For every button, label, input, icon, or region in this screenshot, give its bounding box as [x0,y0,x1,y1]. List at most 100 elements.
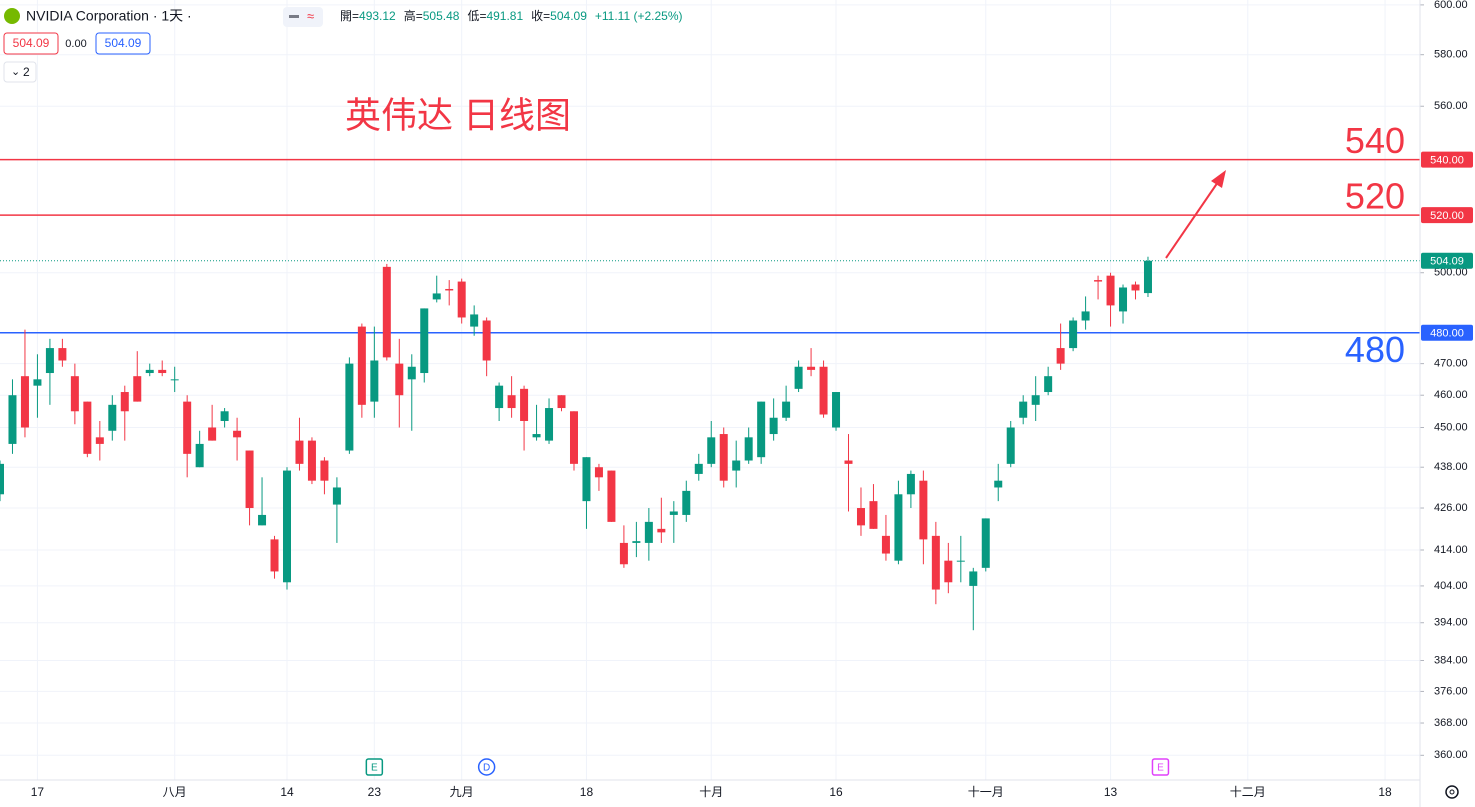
compare-icon[interactable]: ≈ [307,8,314,23]
grid [0,0,1424,780]
axis-price-box [1421,324,1473,341]
candle-body [33,379,42,386]
event-label[interactable]: E [371,763,378,774]
candle-body [170,379,179,381]
chevron[interactable]: ⌄ [11,66,20,78]
candle-body [370,360,379,402]
event-marker[interactable] [365,758,384,776]
x-tick-label: 18 [580,785,594,799]
ohlc-value: 504.09 [550,9,587,23]
candle-body [1081,311,1090,321]
event-label[interactable]: D [483,763,490,774]
candle-body [1006,427,1015,464]
candle-body [45,348,54,374]
candle-body [320,460,329,481]
candle-body [158,369,167,374]
axis-price-label: 480.00 [1430,328,1464,340]
candle-body [1056,348,1065,364]
minimize-icon[interactable] [289,15,299,18]
candle-body [382,266,391,358]
candle-body [1094,280,1103,282]
candle-body [644,521,653,543]
x-tick-label: 17 [31,785,45,799]
y-tick-label: 560.00 [1434,100,1468,112]
indicator-toggle[interactable] [3,61,37,83]
x-tick-label: 18 [1378,785,1392,799]
indicator-count[interactable]: 2 [23,65,30,79]
ohlc-value: 491.81 [486,9,523,23]
candle-body [1069,320,1078,349]
candle-body [70,376,79,412]
buy-box[interactable] [95,32,151,55]
sell-price[interactable]: 504.09 [13,36,50,50]
candle-body [258,514,267,526]
candle-body [133,376,142,402]
x-tick-label: 八月 [163,785,187,799]
candle-body [83,401,92,454]
symbol-title[interactable]: NVIDIA Corporation · 1天 · [26,8,192,24]
candle-body [682,490,691,515]
candle-body [270,539,279,572]
candle-body [0,463,4,495]
candle-body [994,480,1003,488]
candle-body [619,542,628,565]
candle-body [607,470,616,522]
event-label[interactable]: E [1157,763,1164,774]
candle-body [582,457,591,502]
candle-body [719,434,728,481]
y-tick-label: 376.00 [1434,685,1468,697]
x-tick-label: 九月 [450,785,474,799]
candle-body [632,541,641,543]
candle-body [919,480,928,540]
candle-body [332,487,341,505]
candle-body [906,473,915,495]
candle-body [707,437,716,464]
candle-body [495,385,504,409]
candle-body [856,508,865,526]
candle-body [95,437,104,444]
candle-body [669,511,678,515]
candle-body [1019,401,1028,418]
candle-body [1131,284,1140,291]
candle-body [1143,260,1152,294]
ohlc-legend: 開= 493.12 高= 505.48 低= 491.81 收= 504.09 +11.11 (… [340,8,683,23]
y-tick-label: 460.00 [1434,389,1468,401]
plot [0,158,1420,631]
candle-body [532,434,541,438]
candle-body [569,411,578,464]
y-tick-label: 368.00 [1434,717,1468,729]
x-tick-label: 十月 [699,785,723,799]
toggle-buttons[interactable] [283,7,323,27]
annotation: 英伟达 日线图 [345,95,571,136]
y-tick-label: 600.00 [1434,0,1468,11]
event-marker[interactable] [1151,758,1170,776]
candle-body [357,326,366,405]
level-label: 520 [1345,176,1405,217]
ohlc-key: 開= [340,9,359,23]
candle-body [307,440,316,481]
candle-body [832,392,841,428]
x-tick-label: 13 [1104,785,1118,799]
candle-body [894,494,903,561]
x-tick-label: 23 [368,785,382,799]
candle-body [732,460,741,471]
candle-body [445,288,454,291]
axis-price-label: 504.09 [1430,256,1464,268]
event-marker[interactable] [477,758,496,776]
buy-price[interactable]: 504.09 [105,36,142,50]
candle-body [395,363,404,396]
settings-icon-core[interactable] [1449,789,1455,795]
level-label: 480 [1345,329,1405,370]
x-tick-label: 14 [280,785,294,799]
candle-body [457,281,466,318]
candle-body [245,450,254,509]
settings-icon[interactable] [1445,785,1459,799]
sell-box[interactable] [3,32,59,55]
arrow-head [1211,170,1226,188]
y-tick-label: 438.00 [1434,461,1468,473]
candle-body [969,571,978,586]
candle-body [769,417,778,435]
y-tick-label: 580.00 [1434,49,1468,61]
